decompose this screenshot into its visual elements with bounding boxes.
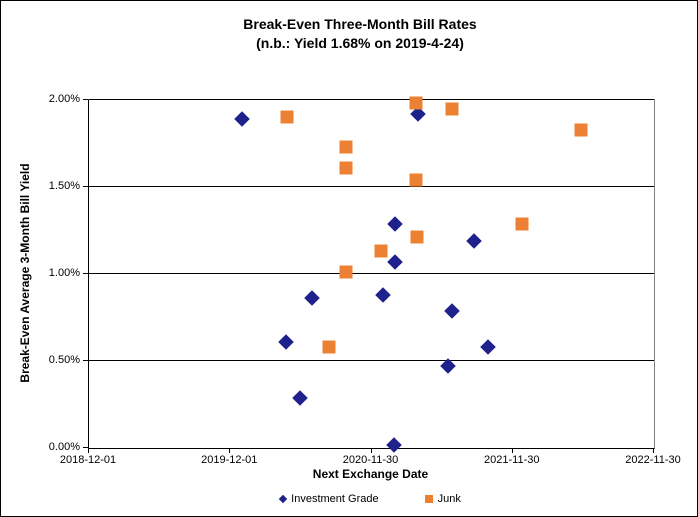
y-tick-label: 1.50% (48, 180, 80, 192)
legend-item-investment-grade: Investment Grade (278, 493, 379, 505)
y-tick-label: 0.50% (48, 354, 80, 366)
data-point-junk (445, 102, 459, 116)
legend-label-junk: Junk (437, 493, 461, 505)
y-axis-tick (83, 186, 88, 187)
y-axis-tick (83, 99, 88, 100)
data-point-junk (515, 217, 529, 231)
data-point-investment-grade (386, 215, 403, 232)
data-point-investment-grade (444, 302, 460, 319)
data-point-investment-grade (291, 389, 308, 406)
gridline (89, 186, 654, 187)
data-point-investment-grade (304, 290, 321, 307)
gridline (89, 99, 654, 100)
x-tick-label: 2019-12-01 (201, 454, 258, 466)
y-axis-tick (83, 360, 88, 361)
data-point-junk (322, 340, 336, 354)
gridline (89, 360, 654, 361)
x-tick-label: 2018-12-01 (59, 454, 117, 466)
x-axis-title: Next Exchange Date (312, 467, 429, 481)
y-axis-tick (83, 273, 88, 274)
data-point-junk (410, 230, 424, 244)
data-point-investment-grade (374, 287, 391, 303)
data-point-investment-grade (480, 339, 496, 355)
x-axis-tick (229, 448, 231, 453)
diamond-marker-icon (278, 494, 288, 504)
x-tick-label: 2022-11-30 (625, 454, 681, 466)
data-point-junk (409, 96, 423, 110)
data-point-investment-grade (277, 334, 294, 350)
data-point-junk (409, 173, 423, 187)
chart-title: Break-Even Three-Month Bill Rates (243, 16, 477, 32)
legend-item-junk: Junk (424, 493, 461, 505)
data-point-investment-grade (234, 111, 251, 127)
gridline (89, 273, 654, 274)
legend: Investment Grade Junk (88, 493, 653, 505)
x-tick-label: 2020-11-30 (342, 454, 399, 466)
data-point-investment-grade (466, 233, 483, 249)
plot-area (88, 96, 655, 453)
x-axis-tick (370, 448, 372, 453)
x-axis-tick (88, 448, 89, 453)
y-tick-label: 2.00% (48, 93, 80, 105)
data-point-junk (339, 140, 353, 154)
data-point-junk (339, 265, 353, 279)
y-axis-tick (83, 447, 88, 448)
data-point-investment-grade (386, 436, 403, 453)
square-marker-icon (424, 495, 433, 503)
legend-label-investment-grade: Investment Grade (291, 493, 379, 505)
x-tick-label: 2021-11-30 (484, 454, 540, 466)
x-axis-tick (511, 448, 513, 453)
data-point-junk (574, 123, 588, 137)
data-point-junk (339, 161, 353, 175)
y-tick-label: 0.00% (48, 441, 80, 453)
x-axis-tick (653, 448, 654, 453)
data-point-investment-grade (387, 254, 403, 270)
data-point-junk (374, 244, 388, 258)
y-tick-label: 1.00% (48, 267, 80, 279)
chart-title-block: Break-Even Three-Month Bill Rates (n.b.:… (23, 15, 697, 53)
chart-subtitle: (n.b.: Yield 1.68% on 2019-4-24) (256, 35, 464, 51)
data-point-junk (280, 110, 294, 124)
